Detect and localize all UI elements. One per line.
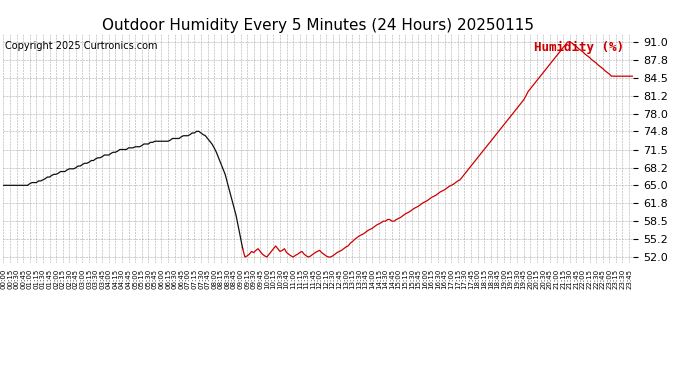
- Text: Humidity (%): Humidity (%): [534, 40, 624, 54]
- Text: Copyright 2025 Curtronics.com: Copyright 2025 Curtronics.com: [5, 40, 157, 51]
- Title: Outdoor Humidity Every 5 Minutes (24 Hours) 20250115: Outdoor Humidity Every 5 Minutes (24 Hou…: [102, 18, 535, 33]
